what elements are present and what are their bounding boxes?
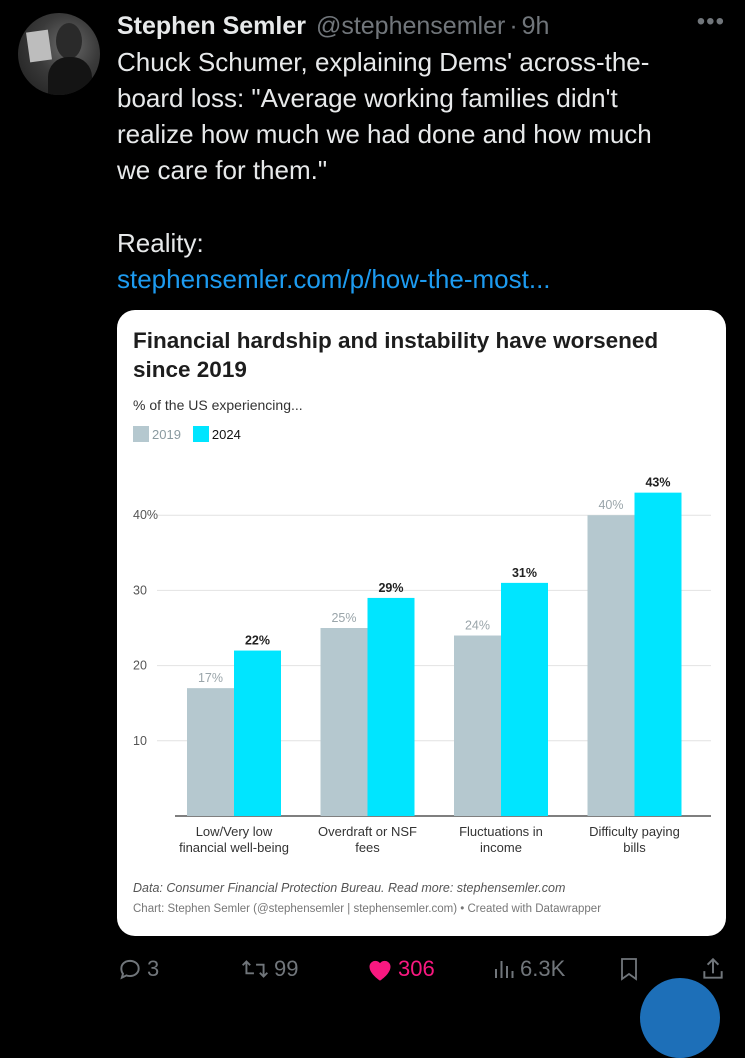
legend-swatch-2019 bbox=[133, 426, 149, 442]
x-category-label: bills bbox=[623, 840, 646, 855]
tweet-link[interactable]: stephensemler.com/p/how-the-most... bbox=[117, 264, 551, 294]
bar-2019 bbox=[320, 628, 368, 816]
x-category-label: Overdraft or NSF bbox=[318, 824, 417, 839]
y-tick-label: 30 bbox=[133, 583, 147, 597]
chart-credit-note: Chart: Stephen Semler (@stephensemler | … bbox=[133, 903, 602, 915]
legend-swatch-2024 bbox=[192, 426, 209, 442]
action-bar: 3 99 306 6.3K bbox=[0, 950, 745, 990]
avatar-image-part bbox=[56, 23, 82, 59]
tweet-text: Chuck Schumer, explaining Dems' across-t… bbox=[117, 44, 722, 188]
tweet-text-line: Chuck Schumer, explaining Dems' across-t… bbox=[117, 47, 650, 77]
chart-title-line: since 2019 bbox=[133, 357, 247, 382]
tweet-text-reality: Reality: bbox=[117, 228, 204, 258]
author-name[interactable]: Stephen Semler bbox=[117, 11, 306, 40]
media-card[interactable]: Financial hardship and instability have … bbox=[117, 310, 726, 936]
share-button[interactable] bbox=[700, 956, 730, 982]
bar-2024 bbox=[367, 597, 415, 816]
views-icon bbox=[495, 961, 514, 978]
tweet-text-line: we care for them." bbox=[117, 155, 328, 185]
share-icon bbox=[703, 957, 723, 979]
views-count: 6.3K bbox=[520, 956, 566, 981]
chart-legend: 2019 2024 bbox=[133, 426, 253, 442]
author-handle[interactable]: @stephensemler bbox=[315, 11, 506, 40]
x-category-label: income bbox=[480, 840, 522, 855]
like-count: 306 bbox=[398, 956, 435, 981]
data-label-2024: 22% bbox=[245, 634, 270, 648]
bookmark-icon bbox=[621, 958, 637, 981]
legend-label-2019: 2019 bbox=[152, 426, 181, 442]
legend-label-2024: 2024 bbox=[211, 426, 241, 442]
avatar-image-part bbox=[26, 29, 52, 63]
bar-2024 bbox=[501, 582, 548, 816]
heart-icon bbox=[369, 960, 391, 981]
data-label-2019: 24% bbox=[465, 619, 490, 633]
retweet-count: 99 bbox=[274, 956, 299, 981]
x-category-label: Difficulty paying bbox=[589, 824, 680, 839]
views-button[interactable]: 6.3K bbox=[492, 956, 565, 982]
tweet-text-line: realize how much we had done and how muc… bbox=[117, 119, 652, 149]
x-category-label: Low/Very low bbox=[196, 824, 273, 839]
timestamp[interactable]: 9h bbox=[521, 11, 550, 40]
chart-source-note: Data: Consumer Financial Protection Bure… bbox=[133, 881, 566, 895]
bar-2019 bbox=[454, 635, 501, 816]
reply-count: 3 bbox=[147, 956, 160, 981]
like-button[interactable]: 306 bbox=[366, 956, 435, 982]
retweet-button[interactable]: 99 bbox=[240, 956, 298, 982]
chart-title: Financial hardship and instability have … bbox=[133, 326, 708, 384]
data-label-2024: 31% bbox=[512, 566, 537, 580]
legend-item-2019: 2019 bbox=[133, 426, 181, 442]
y-tick-label: 20 bbox=[133, 659, 147, 673]
legend-item-2024: 2024 bbox=[192, 426, 241, 442]
tweet-header: Stephen Semler @stephensemler · 9h bbox=[117, 8, 549, 44]
reply-button[interactable]: 3 bbox=[117, 956, 159, 982]
retweet-icon bbox=[241, 960, 269, 978]
bar-2024 bbox=[234, 650, 281, 816]
bar-2024 bbox=[634, 492, 682, 816]
chart-subtitle: % of the US experiencing... bbox=[133, 397, 303, 413]
y-tick-label: 10 bbox=[133, 734, 147, 748]
reply-icon bbox=[120, 959, 140, 980]
bookmark-button[interactable] bbox=[617, 956, 645, 982]
data-label-2019: 17% bbox=[198, 671, 223, 685]
avatar-image-part bbox=[48, 57, 92, 95]
compose-button[interactable] bbox=[640, 978, 720, 1058]
data-label-2024: 43% bbox=[645, 476, 670, 490]
more-icon[interactable]: ••• bbox=[696, 8, 725, 35]
y-tick-label: 40% bbox=[133, 508, 158, 522]
bar-2019 bbox=[187, 688, 234, 816]
data-label-2019: 40% bbox=[598, 498, 623, 512]
x-category-label: Fluctuations in bbox=[459, 824, 543, 839]
avatar[interactable] bbox=[18, 13, 100, 95]
bar-2019 bbox=[587, 515, 635, 816]
data-label-2019: 25% bbox=[331, 611, 356, 625]
x-category-label: financial well-being bbox=[179, 840, 289, 855]
chart-title-line: Financial hardship and instability have … bbox=[133, 328, 659, 353]
tweet-text-line: board loss: "Average working families di… bbox=[117, 83, 618, 113]
x-category-label: fees bbox=[355, 840, 380, 855]
data-label-2024: 29% bbox=[378, 581, 403, 595]
separator-dot: · bbox=[509, 11, 518, 40]
